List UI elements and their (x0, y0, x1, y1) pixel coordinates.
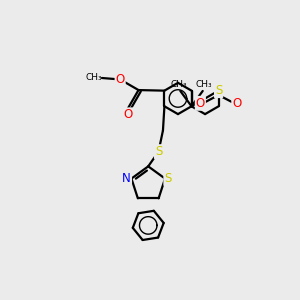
Text: S: S (164, 172, 172, 185)
Text: O: O (196, 97, 205, 110)
Text: O: O (116, 73, 125, 86)
Text: CH₃: CH₃ (85, 73, 102, 82)
Text: O: O (123, 108, 133, 121)
Text: CH₃: CH₃ (196, 80, 212, 89)
Text: S: S (215, 84, 222, 97)
Text: S: S (155, 145, 162, 158)
Text: O: O (232, 97, 242, 110)
Text: CH₃: CH₃ (170, 80, 187, 89)
Text: N: N (122, 172, 131, 185)
